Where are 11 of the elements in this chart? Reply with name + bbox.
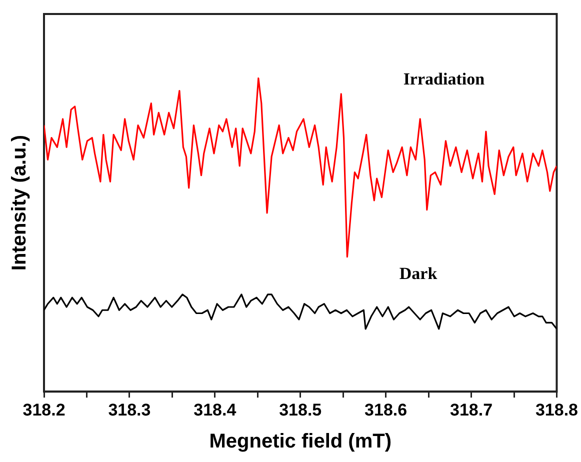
- x-tick-label: 318.3: [108, 400, 151, 420]
- x-tick-label: 318.5: [279, 400, 322, 420]
- x-tick-label: 318.7: [450, 400, 493, 420]
- x-axis-title: Megnetic field (mT): [209, 430, 392, 453]
- y-axis-title: Intensity (a.u.): [8, 135, 31, 271]
- text: Irradiation: [403, 69, 486, 88]
- x-tick-label: 318.2: [22, 400, 66, 420]
- x-tick-label: 318.6: [364, 400, 408, 420]
- x-tick-label: 318.8: [535, 400, 578, 420]
- x-tick-label: 318.4: [194, 400, 237, 420]
- series-label: Dark: [399, 264, 438, 283]
